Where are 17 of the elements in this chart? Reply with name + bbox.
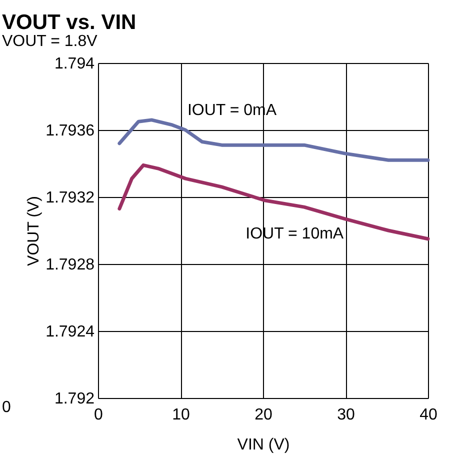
x-tick-label: 40 <box>420 406 438 424</box>
chart-subtitle: VOUT = 1.8V <box>2 33 98 50</box>
y-tick-label: 1.794 <box>54 56 95 72</box>
x-tick-label: 0 <box>94 406 104 424</box>
x-axis-title: VIN (V) <box>237 436 290 454</box>
line-series <box>118 163 430 241</box>
y-tick-label: 1.7932 <box>46 190 95 206</box>
x-tick-label: 30 <box>337 406 355 424</box>
y-tick-label: 1.7936 <box>46 122 95 140</box>
y-tick-label: 1.7924 <box>46 324 95 340</box>
chart-title: VOUT vs. VIN <box>2 11 136 34</box>
y-tick-label: 1.792 <box>54 390 95 408</box>
y-axis-title: VOUT (V) <box>26 196 43 266</box>
y-tick-label: 1.7928 <box>46 256 95 274</box>
x-tick-label: 10 <box>172 406 190 424</box>
line-series <box>118 118 430 162</box>
x-tick-label: 20 <box>254 406 272 424</box>
